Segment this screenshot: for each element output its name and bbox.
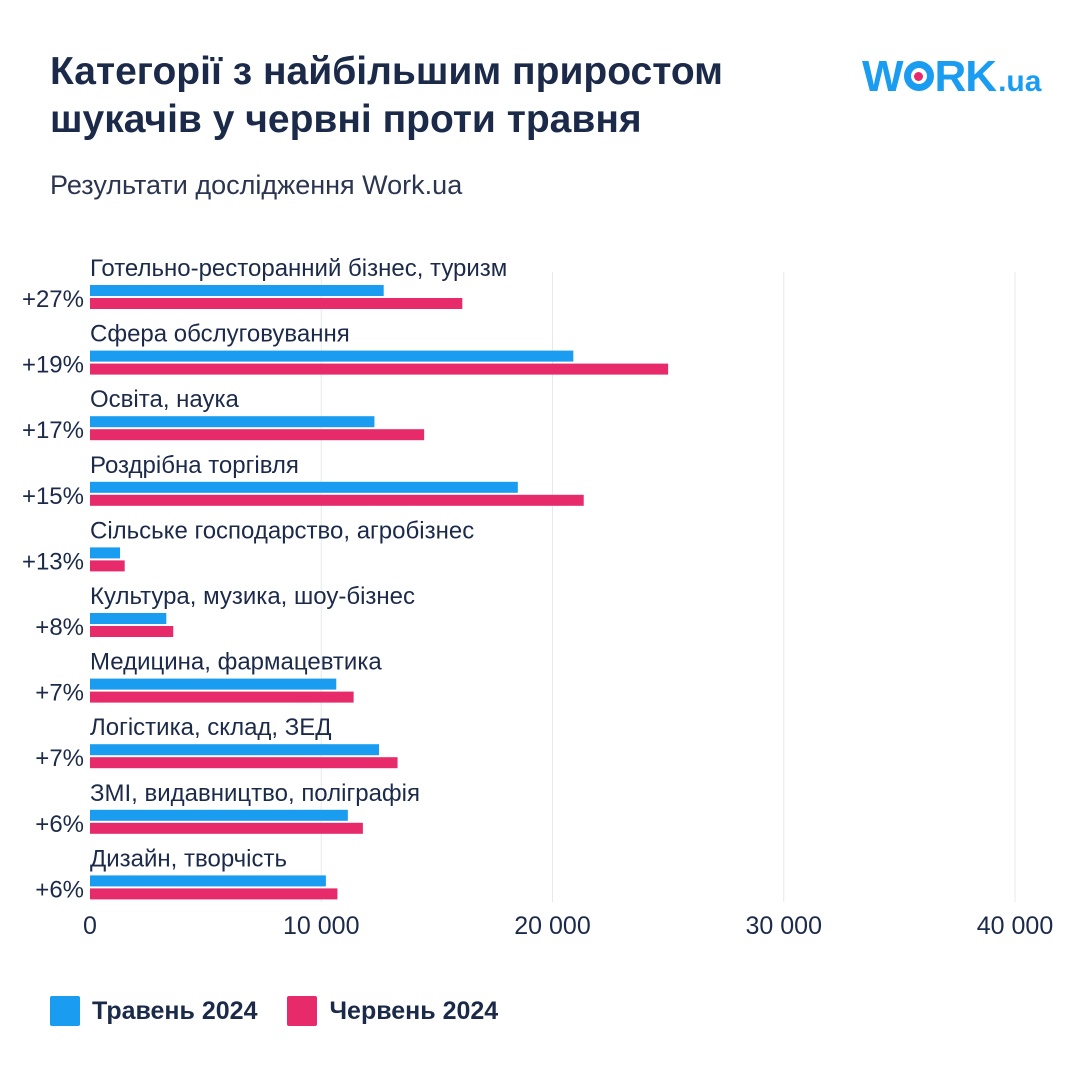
bar-may-2024 xyxy=(90,285,384,296)
logo-suffix: .ua xyxy=(998,65,1042,98)
legend-swatch-june xyxy=(287,996,318,1026)
logo-letters-rk: RK xyxy=(934,52,998,101)
bar-june-2024 xyxy=(90,363,669,375)
category-label: Логістика, склад, ЗЕД xyxy=(90,714,332,741)
category-label: Готельно-ресторанний бізнес, туризм xyxy=(90,255,507,282)
bar-may-2024 xyxy=(90,350,574,362)
growth-label: +17% xyxy=(22,417,84,444)
bar-june-2024 xyxy=(90,494,584,506)
legend-swatch-may xyxy=(50,996,80,1026)
growth-label: +27% xyxy=(22,286,84,313)
title-line-1: Категорії з найбільшим приростом xyxy=(50,50,723,93)
growth-label: +19% xyxy=(22,352,84,379)
logo-o-ring-icon xyxy=(903,61,934,91)
growth-label: +8% xyxy=(35,614,84,641)
bar-june-2024 xyxy=(90,298,463,309)
bar-may-2024 xyxy=(90,875,326,887)
category-label: Роздрібна торгівля xyxy=(90,452,299,479)
bar-may-2024 xyxy=(90,547,121,559)
category-label: Дизайн, творчість xyxy=(90,845,287,872)
work-ua-logo: W RK .ua xyxy=(862,52,1041,102)
chart-legend: Травень 2024 Червень 2024 xyxy=(50,996,528,1026)
bar-june-2024 xyxy=(90,888,338,900)
bar-may-2024 xyxy=(90,416,375,428)
bar-may-2024 xyxy=(90,613,167,624)
growth-label: +6% xyxy=(35,876,84,903)
growth-label: +6% xyxy=(35,811,84,838)
category-label: Сільське господарство, агробізнес xyxy=(90,517,474,544)
legend-item-june: Червень 2024 xyxy=(287,996,498,1026)
bar-june-2024 xyxy=(90,822,363,834)
category-label: Освіта, наука xyxy=(90,386,240,413)
bar-june-2024 xyxy=(90,560,125,572)
category-label: ЗМІ, видавництво, поліграфія xyxy=(90,780,420,807)
growth-label: +15% xyxy=(22,483,84,510)
logo-letter-w: W xyxy=(862,52,904,101)
category-label: Медицина, фармацевтика xyxy=(90,649,382,676)
x-tick-label: 40 000 xyxy=(977,912,1053,940)
legend-item-may: Травень 2024 xyxy=(50,996,257,1026)
x-tick-label: 10 000 xyxy=(283,912,359,940)
chart-title: Категорії з найбільшим приростом шукачів… xyxy=(50,48,810,144)
category-label: Культура, музика, шоу-бізнес xyxy=(90,583,415,610)
bar-june-2024 xyxy=(90,757,398,769)
bar-may-2024 xyxy=(90,481,518,493)
legend-label-may: Травень 2024 xyxy=(92,996,258,1025)
bar-may-2024 xyxy=(90,744,380,756)
category-label: Сфера обслуговування xyxy=(90,321,350,348)
title-line-2: шукачів у червні проти травня xyxy=(50,98,642,141)
bar-may-2024 xyxy=(90,678,337,690)
bar-may-2024 xyxy=(90,809,348,821)
bar-june-2024 xyxy=(90,626,174,637)
growth-label: +7% xyxy=(35,745,84,772)
legend-label-june: Червень 2024 xyxy=(329,996,499,1025)
x-tick-label: 0 xyxy=(83,912,97,940)
bar-june-2024 xyxy=(90,429,425,441)
growth-label: +13% xyxy=(22,548,84,575)
chart-subtitle: Результати дослідження Work.ua xyxy=(50,170,463,200)
bar-june-2024 xyxy=(90,691,354,703)
x-tick-label: 30 000 xyxy=(746,912,822,940)
x-tick-label: 20 000 xyxy=(514,912,590,940)
growth-label: +7% xyxy=(35,680,84,707)
